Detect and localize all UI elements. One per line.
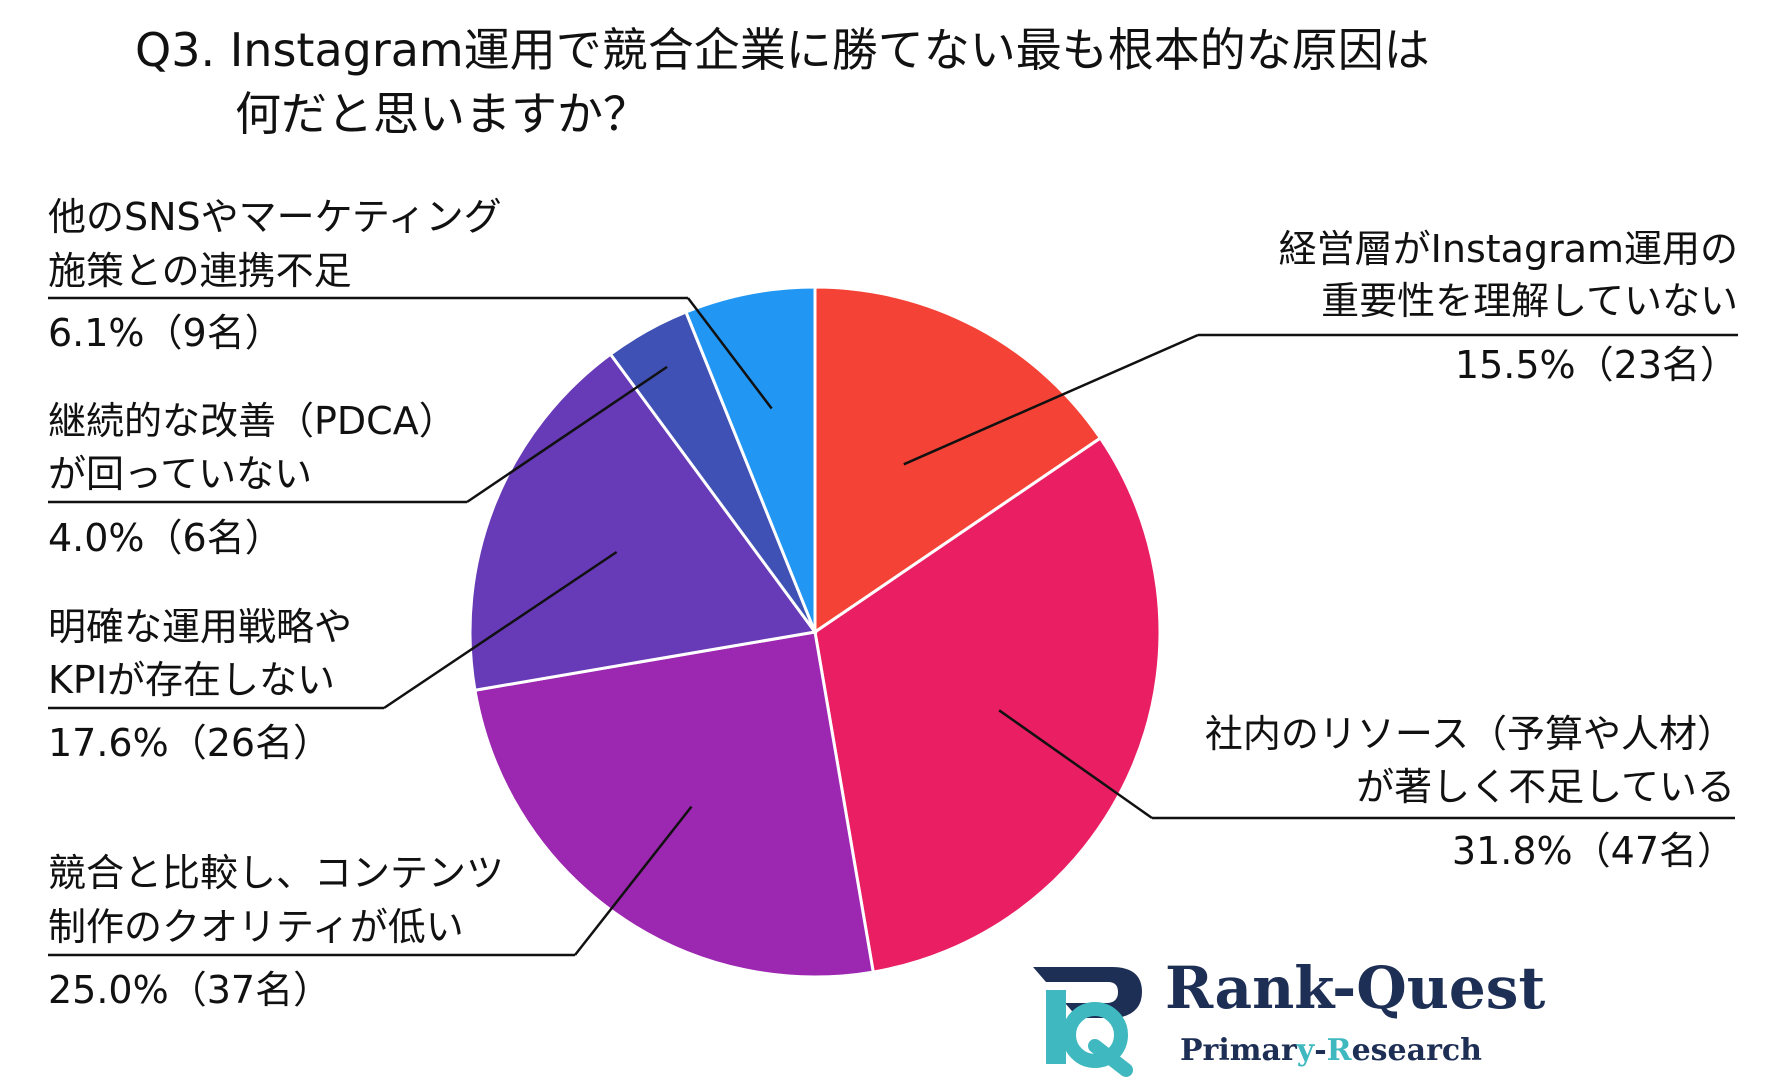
rank-quest-logo: Rank-Quest Primary-Research: [1033, 954, 1545, 1077]
slice-label-1-line-2: 重要性を理解していない: [1321, 279, 1738, 323]
slice-value-label-1: 15.5%（23名）: [1455, 343, 1738, 387]
logo-subtitle: Primary-Research: [1180, 1033, 1482, 1068]
title-line-2: 何だと思いますか？: [235, 87, 649, 141]
pie-slices: [468, 285, 1162, 979]
pie-slice-2: [813, 435, 1162, 974]
leader-line-2: [998, 709, 1153, 820]
slice-label-5-line-2: が回っていない: [48, 452, 312, 496]
slice-value-label-3: 25.0%（37名）: [48, 968, 331, 1012]
chart-title: Q3. Instagram運用で競合企業に勝てない最も根本的な原因は 何だと思い…: [135, 23, 1430, 141]
slice-label-5-line-1: 継続的な改善（PDCA）: [48, 399, 457, 443]
leader-line-4: [383, 550, 618, 710]
leader-lines: [48, 296, 1738, 957]
title-line-1: Q3. Instagram運用で競合企業に勝てない最も根本的な原因は: [135, 23, 1430, 77]
slice-label-3-line-2: 制作のクオリティが低い: [48, 905, 464, 949]
leader-line-1: [903, 333, 1199, 466]
pie-slice-6: [684, 285, 817, 633]
slice-label-2-line-2: が著しく不足している: [1356, 765, 1735, 809]
leader-line-6: [687, 297, 773, 410]
slice-label-1-line-1: 経営層がInstagram運用の: [1279, 227, 1738, 271]
slice-label-4-line-2: KPIが存在しない: [48, 658, 335, 702]
slice-label-6-line-2: 施策との連携不足: [48, 249, 352, 293]
logo-mark-icon: [1033, 967, 1142, 1077]
pie-slice-3: [473, 630, 875, 979]
pie-slice-4: [468, 352, 818, 692]
slice-value-label-6: 6.1%（9名）: [48, 311, 283, 355]
slice-label-4-line-1: 明確な運用戦略や: [48, 605, 352, 649]
slice-value-label-2: 31.8%（47名）: [1452, 829, 1735, 873]
logo-title: Rank-Quest: [1165, 954, 1545, 1022]
slice-label-3-line-1: 競合と比較し、コンテンツ: [48, 851, 504, 895]
pie-slice-1: [813, 285, 1103, 635]
slice-value-label-4: 17.6%（26名）: [48, 721, 331, 765]
slice-label-2-line-1: 社内のリソース（予算や人材）: [1205, 712, 1735, 756]
leader-line-5: [466, 365, 668, 504]
leader-line-3: [574, 805, 693, 956]
slice-label-6-line-1: 他のSNSやマーケティング: [48, 195, 502, 239]
slice-value-label-5: 4.0%（6名）: [48, 516, 283, 560]
